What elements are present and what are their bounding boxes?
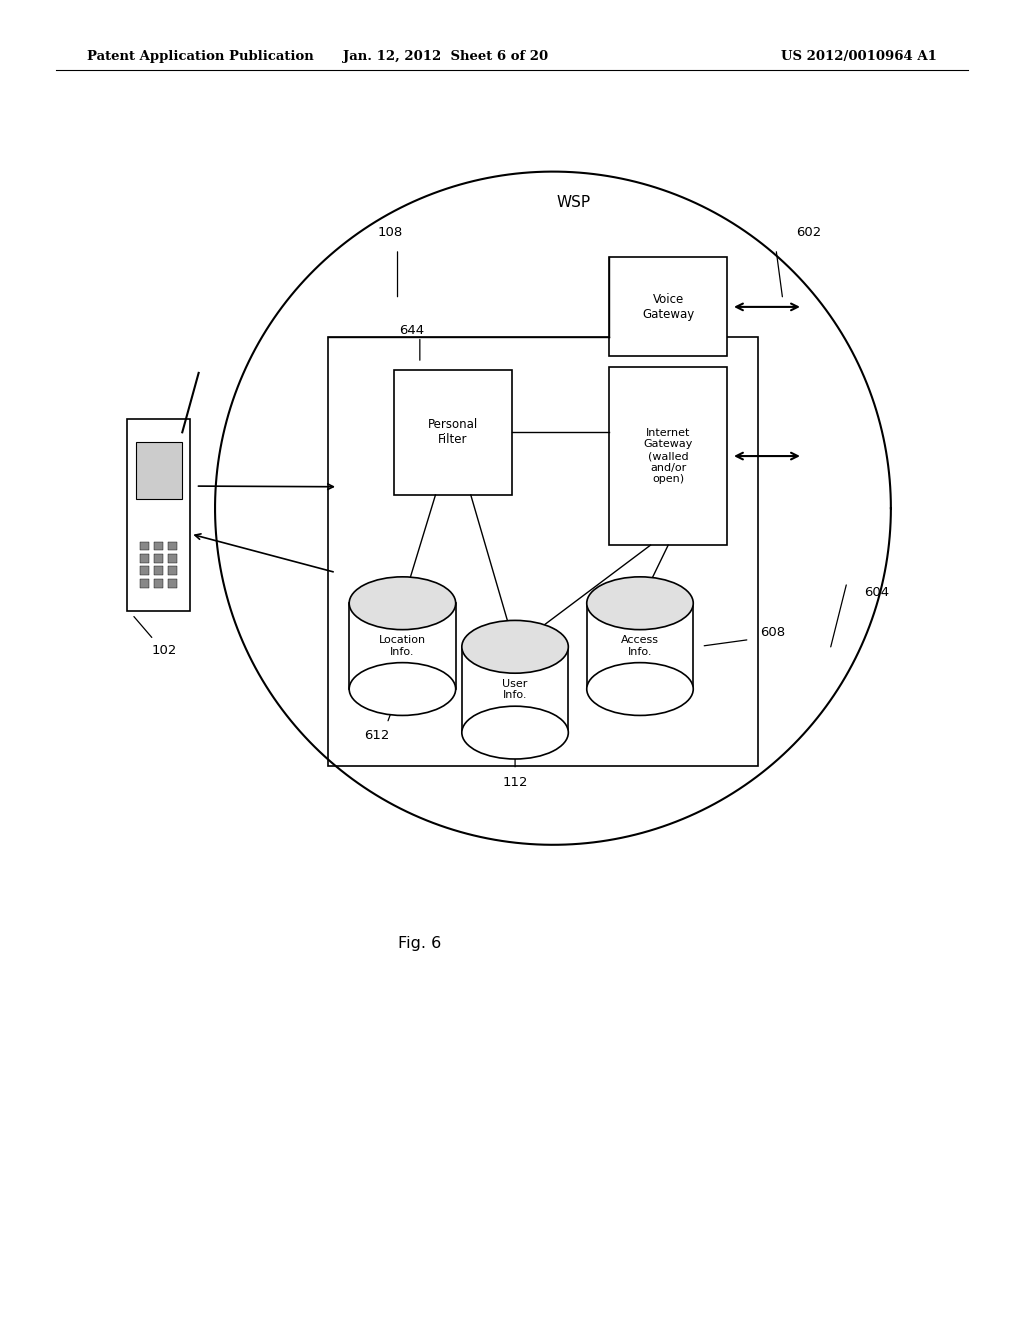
Ellipse shape [349,577,456,630]
Bar [462,647,568,733]
Bar [139,566,150,576]
Bar [168,579,177,587]
Text: Patent Application Publication: Patent Application Publication [87,50,313,63]
Text: User
Info.: User Info. [503,678,527,701]
Bar [609,367,727,545]
Text: 608: 608 [760,627,785,639]
Ellipse shape [462,706,568,759]
Text: Internet
Gateway
(walled
and/or
open): Internet Gateway (walled and/or open) [643,428,693,484]
Bar [394,370,512,495]
Text: 604: 604 [864,586,889,599]
Text: US 2012/0010964 A1: US 2012/0010964 A1 [781,50,937,63]
Bar [328,337,758,766]
Text: 108: 108 [377,226,402,239]
Ellipse shape [462,620,568,673]
Bar [349,603,456,689]
Bar [136,442,181,499]
Bar [168,566,177,576]
Bar [154,566,164,576]
Text: 102: 102 [152,644,176,656]
Bar [139,541,150,550]
Text: 644: 644 [399,323,425,337]
Bar [139,579,150,587]
Text: Personal
Filter: Personal Filter [428,418,478,446]
Ellipse shape [587,577,693,630]
Text: Jan. 12, 2012  Sheet 6 of 20: Jan. 12, 2012 Sheet 6 of 20 [343,50,548,63]
Text: 602: 602 [797,226,821,239]
Text: Fig. 6: Fig. 6 [398,936,441,952]
Text: WSP: WSP [556,195,591,210]
Text: 612: 612 [365,729,389,742]
Bar [168,541,177,550]
Bar [587,603,693,689]
Bar [609,257,727,356]
Bar [154,554,164,562]
Bar [127,418,190,610]
Bar [154,541,164,550]
Ellipse shape [349,663,456,715]
Bar [139,554,150,562]
Text: Voice
Gateway: Voice Gateway [642,293,694,321]
Bar [154,579,164,587]
Ellipse shape [587,663,693,715]
Text: 112: 112 [503,776,527,789]
Text: Location
Info.: Location Info. [379,635,426,657]
Bar [168,554,177,562]
Text: Access
Info.: Access Info. [621,635,659,657]
